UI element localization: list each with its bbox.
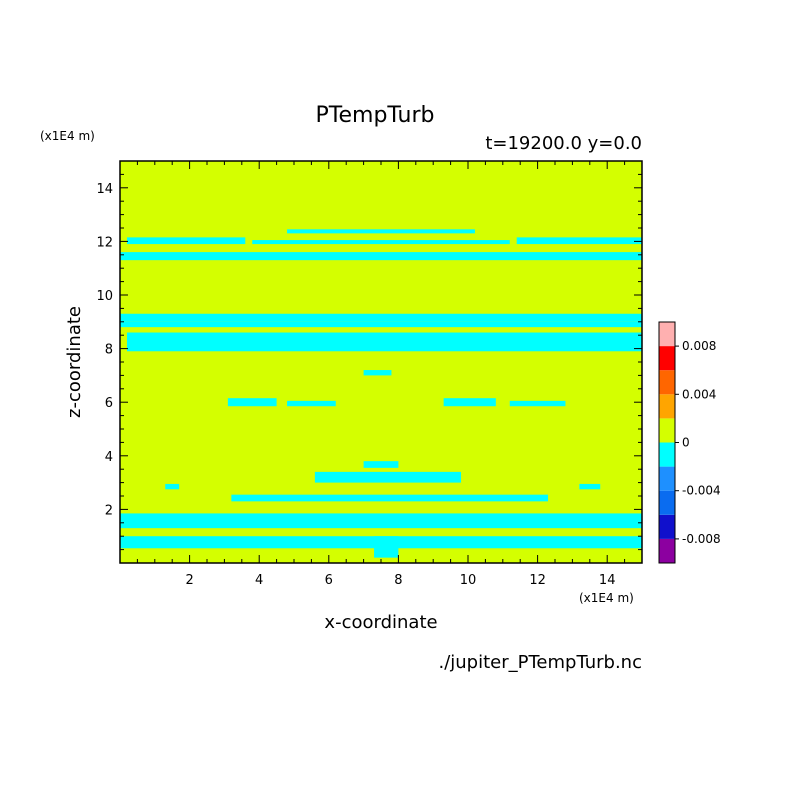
chart-title: PTempTurb — [316, 103, 435, 128]
x-tick-label: 10 — [460, 573, 477, 588]
colorbar-swatch — [659, 514, 675, 539]
y-axis-ticks: 2 4 6 8 10 12 14 — [96, 173, 642, 551]
negative-contour-region — [120, 513, 642, 529]
colorbar-tick-label: -0.008 — [682, 532, 721, 546]
negative-contour-region — [287, 400, 336, 407]
x-tick-label: 2 — [185, 573, 193, 588]
colorbar-swatch — [659, 322, 675, 347]
negative-contour-region — [165, 483, 180, 490]
y-tick-label: 4 — [105, 450, 113, 465]
negative-contour-region — [509, 400, 566, 407]
colorbar: 0.008 0.004 0 -0.004 -0.008 — [658, 321, 721, 564]
y-axis-label: z-coordinate — [64, 306, 85, 418]
source-filename: ./jupiter_PTempTurb.nc — [438, 652, 642, 673]
negative-contour-region — [314, 471, 462, 483]
colorbar-tick-label: -0.004 — [682, 484, 721, 498]
x-axis-label: x-coordinate — [324, 612, 437, 633]
contour-field — [120, 161, 642, 563]
negative-contour-region — [126, 332, 642, 352]
colorbar-swatch — [659, 538, 675, 563]
negative-contour-region — [231, 494, 549, 502]
negative-contour-region — [227, 398, 277, 407]
negative-contour-region — [516, 237, 642, 245]
y-tick-label: 8 — [105, 343, 113, 358]
negative-contour-region — [287, 229, 475, 234]
chart-subtitle: t=19200.0 y=0.0 — [485, 133, 642, 154]
negative-contour-region — [120, 313, 642, 322]
colorbar-swatch — [659, 442, 675, 467]
negative-contour-region — [252, 240, 510, 245]
negative-contour-region — [126, 237, 246, 245]
x-tick-label: 8 — [394, 573, 402, 588]
colorbar-swatch — [659, 418, 675, 443]
x-tick-label: 6 — [325, 573, 333, 588]
negative-contour-region — [120, 321, 642, 328]
x-tick-label: 4 — [255, 573, 263, 588]
negative-contour-region — [363, 461, 399, 468]
y-axis-unit: (x1E4 m) — [40, 129, 95, 143]
colorbar-swatch — [659, 346, 675, 371]
y-tick-label: 6 — [105, 396, 113, 411]
negative-contour-region — [363, 370, 392, 376]
colorbar-swatch — [659, 466, 675, 491]
colorbar-swatch — [659, 370, 675, 395]
y-tick-label: 14 — [96, 182, 113, 197]
x-axis-ticks: 2 4 6 8 10 12 14 — [136, 161, 626, 588]
colorbar-tick-label: 0.004 — [682, 387, 716, 401]
colorbar-tick-label: 0 — [682, 436, 690, 450]
negative-contour-region — [579, 483, 601, 490]
x-axis-unit: (x1E4 m) — [579, 591, 634, 605]
negative-contour-region — [120, 252, 642, 261]
field-background — [120, 161, 642, 563]
colorbar-swatch — [659, 490, 675, 515]
y-tick-label: 12 — [96, 235, 113, 250]
y-tick-label: 10 — [96, 289, 113, 304]
colorbar-tick-label: 0.008 — [682, 339, 716, 353]
x-tick-label: 14 — [599, 573, 616, 588]
negative-contour-region — [374, 536, 399, 558]
negative-contour-region — [443, 398, 496, 407]
x-tick-label: 12 — [529, 573, 546, 588]
y-tick-label: 2 — [105, 503, 113, 518]
colorbar-swatch — [659, 394, 675, 419]
